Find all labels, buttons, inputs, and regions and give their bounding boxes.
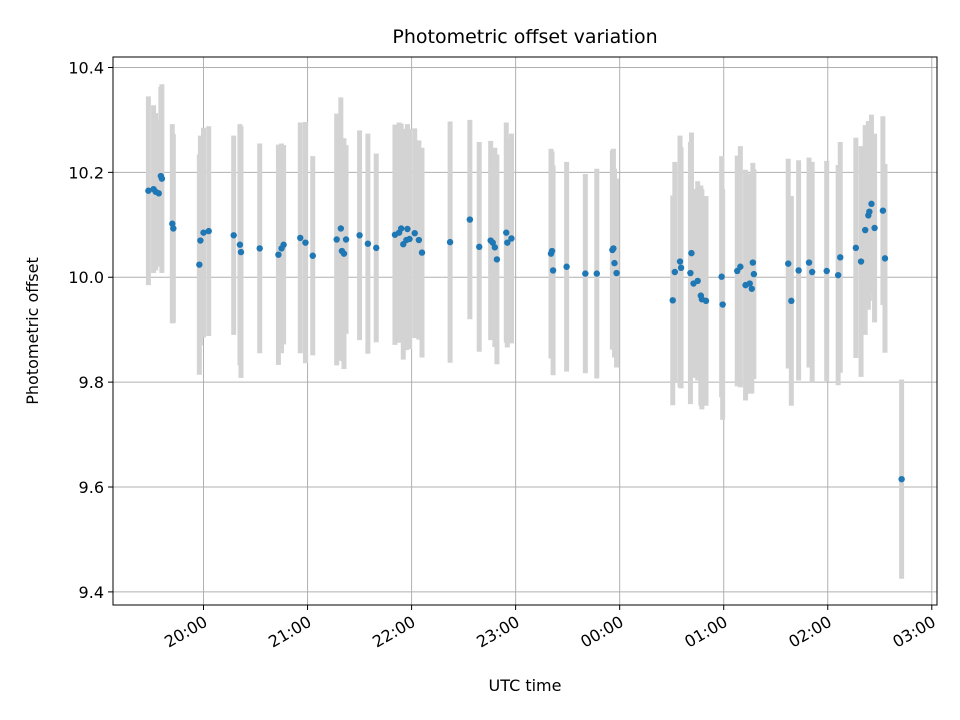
chart-title: Photometric offset variation <box>392 26 657 48</box>
data-point <box>197 237 204 244</box>
data-point <box>275 251 282 258</box>
data-point <box>504 239 511 246</box>
y-axis-label: Photometric offset <box>23 257 42 405</box>
data-point <box>145 187 152 194</box>
data-point <box>415 236 423 244</box>
data-point <box>337 225 345 232</box>
data-point <box>411 229 418 237</box>
data-point <box>309 252 316 259</box>
plot-frame <box>112 56 938 606</box>
data-point <box>466 216 474 223</box>
data-point <box>404 225 411 233</box>
data-point <box>563 263 570 270</box>
y-tick-label: 9.4 <box>79 583 104 602</box>
data-point <box>342 236 350 243</box>
data-point <box>749 259 757 266</box>
data-point <box>508 235 515 242</box>
data-point <box>170 225 177 232</box>
y-tick-label: 10.0 <box>68 268 104 287</box>
data-point <box>881 255 889 262</box>
data-point <box>397 225 405 232</box>
data-point <box>610 245 617 252</box>
x-axis-label: UTC time <box>489 676 562 695</box>
data-point <box>808 268 816 276</box>
data-point <box>158 175 166 182</box>
data-point <box>549 267 557 274</box>
data-point <box>205 227 212 235</box>
data-point <box>671 268 679 276</box>
data-point <box>256 245 263 252</box>
y-tick-label: 9.6 <box>79 478 104 497</box>
data-point <box>795 267 802 274</box>
data-point <box>866 208 873 215</box>
y-axis: 9.4 9.6 9.8 10.0 10.2 10.4 <box>68 58 113 602</box>
data-point <box>687 269 694 277</box>
data-point <box>785 260 792 267</box>
data-point <box>688 249 695 257</box>
data-point <box>676 258 684 265</box>
data-point <box>373 244 380 252</box>
data-point <box>200 229 207 236</box>
data-point <box>823 267 830 275</box>
data-point <box>340 250 348 257</box>
data-point <box>155 190 162 197</box>
data-point <box>702 297 710 305</box>
data-point <box>837 254 844 261</box>
data-point <box>582 270 589 277</box>
data-point <box>737 263 744 270</box>
data-point <box>857 258 865 265</box>
data-point <box>548 247 556 255</box>
data-point <box>834 271 842 279</box>
data-point <box>237 248 245 256</box>
data-point <box>446 238 454 246</box>
data-point <box>852 244 860 252</box>
data-point <box>364 240 372 247</box>
data-point <box>748 285 756 292</box>
data-point <box>871 224 878 232</box>
y-tick-label: 10.2 <box>68 163 104 182</box>
data-point <box>613 269 620 277</box>
data-point <box>493 256 501 263</box>
y-tick-label: 9.8 <box>79 373 104 392</box>
data-point <box>593 270 600 277</box>
data-point <box>898 475 905 483</box>
data-point <box>476 243 483 251</box>
data-point <box>280 241 287 248</box>
point-layer <box>145 172 905 483</box>
data-point <box>694 277 701 285</box>
data-point <box>719 301 726 308</box>
data-point <box>503 229 510 236</box>
y-tick-label: 10.4 <box>68 58 104 77</box>
data-point <box>868 200 875 208</box>
data-point <box>302 239 309 246</box>
data-point <box>669 297 676 304</box>
data-point <box>196 261 203 268</box>
data-point <box>805 259 813 266</box>
data-point <box>333 236 340 243</box>
data-point <box>230 232 237 239</box>
data-point <box>677 264 685 272</box>
data-point <box>750 270 758 278</box>
data-point <box>611 259 618 267</box>
data-point <box>297 234 304 242</box>
data-point <box>406 235 413 243</box>
data-point <box>788 297 795 305</box>
data-point <box>862 226 869 234</box>
data-point <box>236 241 244 248</box>
data-point <box>718 273 725 280</box>
data-point <box>879 207 887 214</box>
data-point <box>746 280 753 287</box>
data-point <box>418 249 426 256</box>
data-point <box>356 232 363 239</box>
data-point <box>491 244 499 251</box>
